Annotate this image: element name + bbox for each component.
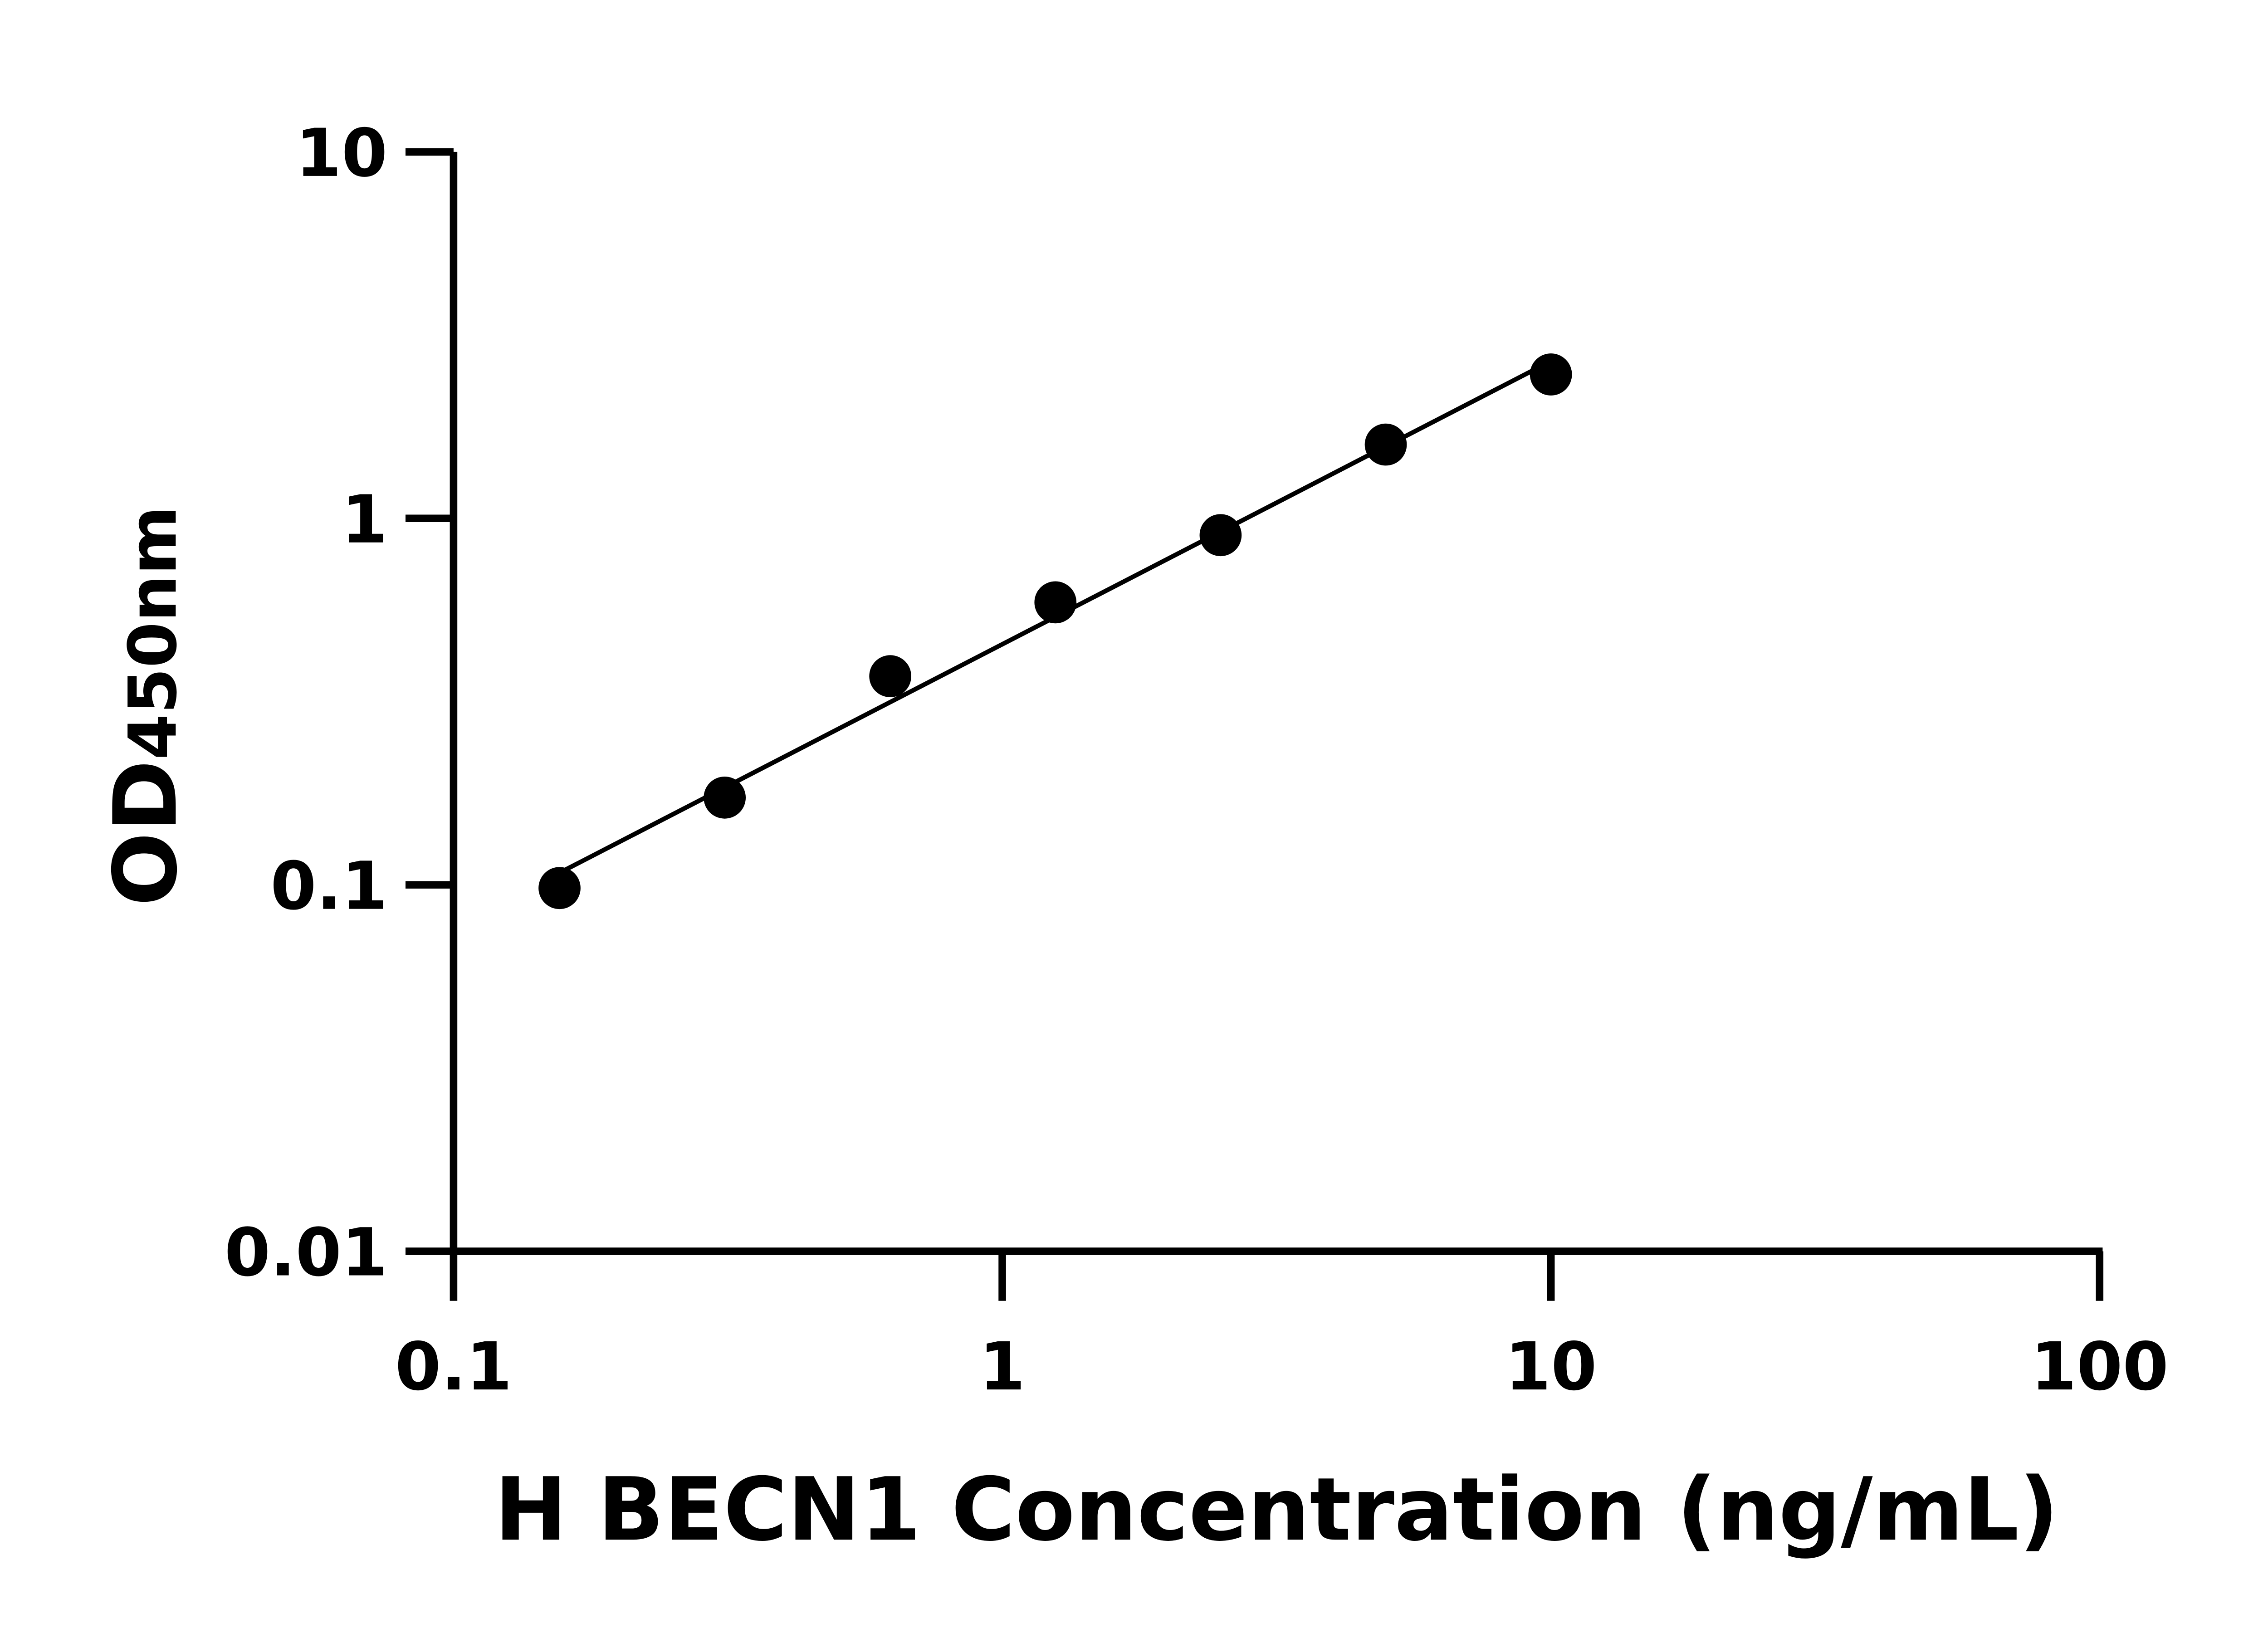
y-tick-label: 0.1 (270, 848, 387, 925)
x-axis-label: H BECN1 Concentration (ng/mL) (494, 1459, 2059, 1560)
svg-text:OD450nm: OD450nm (95, 506, 196, 906)
data-point (538, 867, 581, 909)
data-point (1034, 581, 1077, 624)
data-point (869, 655, 911, 698)
data-point (1364, 423, 1407, 466)
axes (450, 152, 2103, 1255)
x-tick-label: 1 (979, 1329, 1025, 1405)
x-tick-label: 100 (2031, 1329, 2169, 1405)
y-tick-label: 0.01 (225, 1215, 387, 1291)
data-point (1530, 353, 1572, 396)
y-axis-label-main: OD (95, 760, 196, 906)
x-tick-label: 0.1 (395, 1329, 512, 1405)
y-axis-label-sub: 450nm (115, 506, 191, 760)
y-tick-label: 1 (342, 482, 387, 558)
data-point (704, 776, 746, 819)
y-axis-label: OD450nm (95, 506, 196, 906)
data-point (1199, 514, 1242, 557)
x-tick-label: 10 (1505, 1329, 1597, 1405)
y-tick-label: 10 (296, 115, 388, 192)
